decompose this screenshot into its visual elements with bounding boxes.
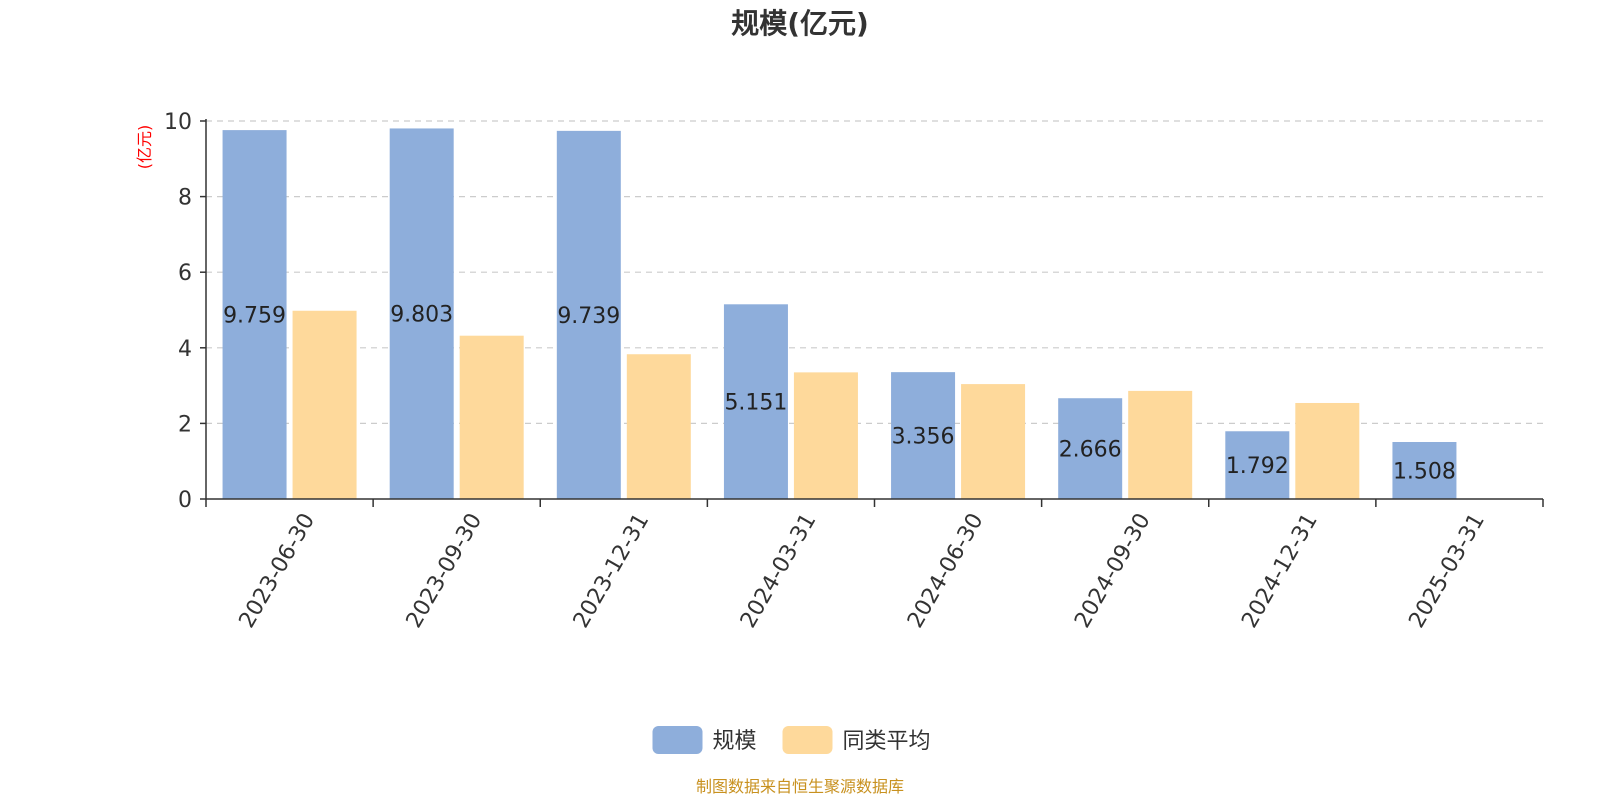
source-note: 制图数据来自恒生聚源数据库	[696, 777, 904, 796]
y-tick-label: 10	[164, 110, 192, 135]
legend-swatch	[652, 726, 703, 754]
bar-同类平均	[961, 384, 1026, 499]
bar-规模	[222, 130, 287, 499]
bar-规模	[389, 128, 454, 499]
y-axis-label: (亿元)	[135, 125, 154, 170]
x-tick-label: 2023-12-31	[569, 509, 655, 632]
bar-同类平均	[626, 354, 691, 499]
bar-同类平均	[1295, 402, 1360, 499]
y-tick-label: 0	[178, 488, 192, 513]
data-labels-layer: 9.759 9.803 9.739 5.151 3.356 2.666 1.792 1.508	[223, 303, 1456, 485]
data-label: 1.792	[1226, 454, 1289, 479]
bar-同类平均	[459, 335, 524, 499]
data-label: 1.508	[1393, 459, 1456, 484]
bar-同类平均	[793, 372, 858, 499]
data-label: 9.803	[390, 303, 453, 328]
x-tick-label: 2024-06-30	[903, 509, 989, 632]
x-tick-label: 2024-03-31	[736, 509, 822, 632]
data-label: 3.356	[892, 425, 955, 450]
y-tick-label: 8	[178, 186, 192, 211]
bar-规模	[1225, 431, 1290, 499]
data-label: 5.151	[724, 391, 787, 416]
legend-label: 规模	[713, 729, 757, 754]
bars-layer	[222, 128, 1457, 500]
bar-同类平均	[1128, 390, 1193, 499]
x-tick-label: 2025-03-31	[1404, 509, 1490, 632]
legend: 规模 同类平均	[652, 726, 931, 754]
legend-label: 同类平均	[843, 729, 931, 754]
bar-规模	[891, 372, 956, 499]
legend-swatch	[782, 726, 833, 754]
bar-规模	[1392, 441, 1457, 499]
bar-同类平均	[292, 310, 357, 499]
bar-规模	[556, 130, 621, 500]
data-label: 2.666	[1059, 438, 1122, 463]
x-tick-label: 2024-09-30	[1070, 509, 1156, 632]
x-tick-label: 2024-12-31	[1237, 509, 1323, 632]
data-label: 9.739	[557, 304, 620, 329]
x-tick-label: 2023-09-30	[402, 509, 488, 632]
bar-规模	[1058, 398, 1123, 499]
chart-title: 规模(亿元)	[731, 7, 869, 40]
axes-layer: 0 2 4 6 8 10 2023-06-30 2023-09-30 2023-12-31 202…	[164, 110, 1544, 632]
bar-规模	[723, 304, 788, 499]
x-tick-label: 2023-06-30	[235, 509, 321, 632]
y-tick-label: 4	[178, 337, 192, 362]
data-label: 9.759	[223, 304, 286, 329]
y-tick-label: 6	[178, 261, 192, 286]
y-tick-label: 2	[178, 412, 192, 437]
